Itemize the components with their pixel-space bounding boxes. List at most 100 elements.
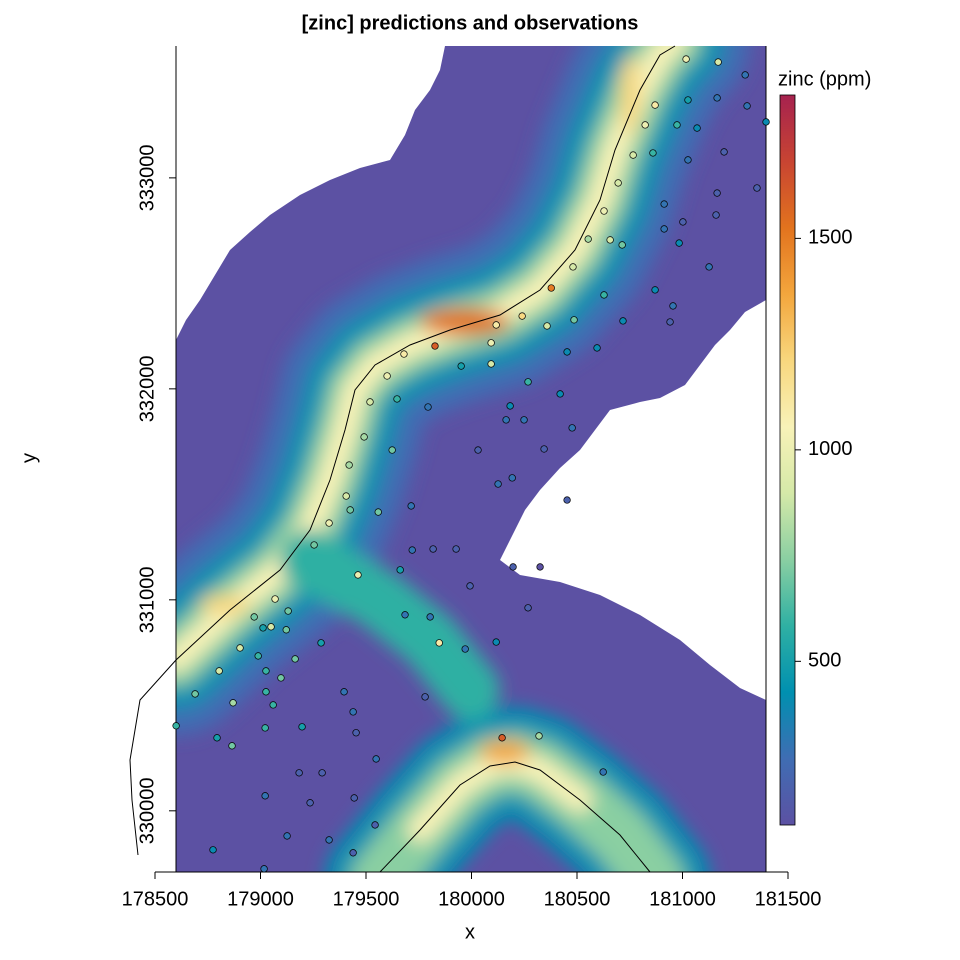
observation-point [261,792,269,800]
observation-point [261,724,269,732]
observation-point [457,362,465,370]
observation-point [317,639,325,647]
observation-point [492,321,500,329]
observation-point [371,821,379,829]
observation-point [350,794,358,802]
observation-point [259,624,267,632]
x-tick-label: 178500 [122,888,189,910]
colorbar-tick-label: 1000 [808,438,853,460]
observation-point [693,124,701,132]
observation-point [682,55,690,63]
observation-point [267,623,275,631]
observation-point [563,496,571,504]
observation-point [713,189,721,197]
observation-point [352,729,360,737]
observation-point [340,688,348,696]
observation-point [520,416,528,424]
observation-point [325,519,333,527]
observation-point [260,865,268,873]
observation-point [506,402,514,410]
observation-point [400,350,408,358]
observation-point [600,291,608,299]
observation-point [393,395,401,403]
observation-point [408,546,416,554]
observation-point [298,723,306,731]
observation-point [563,348,571,356]
observation-point [679,218,687,226]
observation-point [349,849,357,857]
observation-point [435,639,443,647]
observation-point [660,200,668,208]
observation-point [345,461,353,469]
colorbar-tick-label: 500 [808,650,841,672]
observation-point [213,734,221,742]
observation-point [291,655,299,663]
observation-point [673,121,681,129]
observation-point [372,755,380,763]
observation-point [720,148,728,156]
river [379,761,651,873]
observation-point [593,344,601,352]
y-tick-label: 332000 [136,355,158,422]
observation-point [600,207,608,215]
observation-point [684,156,692,164]
observation-point [396,566,404,574]
observation-point [518,312,526,320]
observation-point [762,118,770,126]
observation-point [743,102,751,110]
observation-point [524,378,532,386]
observation-point [283,832,291,840]
observation-point [543,322,551,330]
observation-point [262,667,270,675]
observation-point [318,769,326,777]
observation-point [599,768,607,776]
observation-point [619,317,627,325]
colorbar [779,94,796,826]
observation-point [508,474,516,482]
observation-point [229,699,237,707]
observation-point [641,121,649,129]
observation-point [360,433,368,441]
observation-point [666,318,674,326]
observation-point [466,582,474,590]
observation-point [498,734,506,742]
y-tick-label: 331000 [136,566,158,633]
prediction-raster [176,46,766,872]
observation-point [741,71,749,79]
x-tick-label: 180000 [438,888,505,910]
observation-point [421,693,429,701]
x-tick-label: 179500 [333,888,400,910]
observation-point [306,799,314,807]
observation-point [651,286,659,294]
observation-point [502,416,510,424]
observation-point [282,626,290,634]
observation-point [684,96,692,104]
y-tick-label: 330000 [136,777,158,844]
observation-point [250,613,258,621]
observation-point [569,263,577,271]
observation-point [295,769,303,777]
river [129,45,676,856]
observation-point [547,284,555,292]
x-tick-label: 181000 [649,888,716,910]
observation-point [536,563,544,571]
observation-point [310,541,318,549]
observation-point [228,742,236,750]
x-axis-label: x [465,921,475,943]
observation-point [675,239,683,247]
observation-point [651,101,659,109]
observation-point [712,211,720,219]
observation-point [618,241,626,249]
observation-point [172,722,180,730]
observation-point [524,604,532,612]
observation-point [342,492,350,500]
observation-point [254,652,262,660]
observation-point [487,339,495,347]
observation-point [262,688,270,696]
observation-point [215,667,223,675]
observation-point [461,645,469,653]
observation-point [535,732,543,740]
observation-point [606,236,614,244]
observation-point [349,708,357,716]
